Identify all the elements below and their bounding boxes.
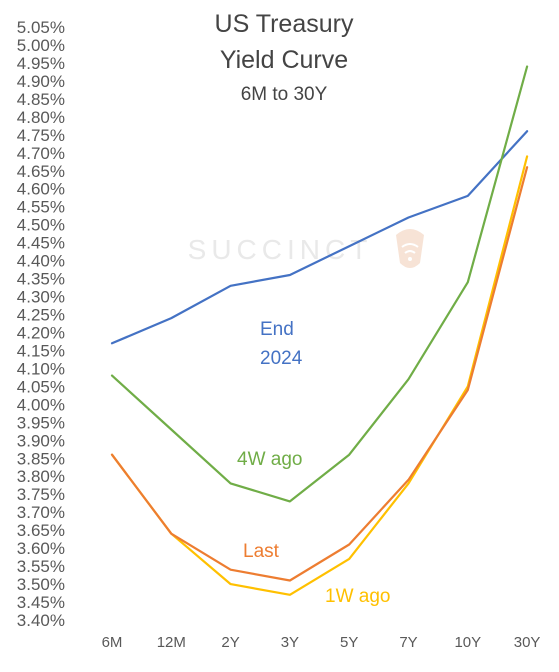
y-tick-label: 3.40%	[17, 611, 65, 630]
x-tick-label: 6M	[102, 634, 123, 651]
y-tick-label: 4.95%	[17, 54, 65, 73]
series-label-last: Last	[243, 541, 280, 562]
y-tick-label: 4.70%	[17, 144, 65, 163]
y-tick-label: 4.35%	[17, 270, 65, 289]
y-tick-label: 4.80%	[17, 108, 65, 127]
watermark-text: SUCCINCT	[188, 234, 373, 265]
series-label-1w-ago: 1W ago	[325, 586, 390, 607]
x-tick-label: 3Y	[281, 634, 299, 651]
y-tick-label: 4.10%	[17, 359, 65, 378]
y-tick-label: 4.65%	[17, 162, 65, 181]
y-tick-label: 3.80%	[17, 467, 65, 486]
chart-title-group: US Treasury Yield Curve 6M to 30Y	[215, 10, 354, 105]
y-axis: 3.40%3.45%3.50%3.55%3.60%3.65%3.70%3.75%…	[17, 18, 65, 630]
y-tick-label: 5.05%	[17, 18, 65, 37]
chart-subtitle: 6M to 30Y	[241, 84, 328, 105]
y-tick-label: 3.75%	[17, 485, 65, 504]
y-tick-label: 5.00%	[17, 36, 65, 55]
y-tick-label: 4.25%	[17, 306, 65, 325]
y-tick-label: 4.60%	[17, 180, 65, 199]
y-tick-label: 4.00%	[17, 395, 65, 414]
series-line-1w-ago	[110, 155, 529, 596]
y-tick-label: 3.95%	[17, 413, 65, 432]
y-tick-label: 4.15%	[17, 342, 65, 361]
y-tick-label: 3.65%	[17, 521, 65, 540]
y-tick-label: 4.55%	[17, 198, 65, 217]
watermark: SUCCINCT	[188, 229, 424, 268]
x-tick-label: 10Y	[454, 634, 481, 651]
series-line-last	[110, 166, 529, 582]
x-tick-label: 7Y	[399, 634, 417, 651]
y-tick-label: 4.20%	[17, 324, 65, 343]
chart-title-line-2: Yield Curve	[220, 46, 348, 74]
y-tick-label: 3.55%	[17, 557, 65, 576]
series-label-4w-ago: 4W ago	[237, 449, 302, 470]
y-tick-label: 4.75%	[17, 126, 65, 145]
y-tick-label: 4.05%	[17, 377, 65, 396]
series-line-4w-ago	[110, 65, 529, 503]
series-label-end-2024: End	[260, 319, 294, 340]
chart-title-line-1: US Treasury	[215, 10, 354, 38]
y-tick-label: 3.90%	[17, 431, 65, 450]
x-tick-label: 12M	[157, 634, 186, 651]
series-label-end-2024: 2024	[260, 348, 303, 369]
y-tick-label: 4.40%	[17, 252, 65, 271]
series-line-end-2024	[110, 130, 529, 345]
y-tick-label: 4.85%	[17, 90, 65, 109]
y-tick-label: 3.50%	[17, 575, 65, 594]
y-tick-label: 4.45%	[17, 234, 65, 253]
y-tick-label: 4.30%	[17, 288, 65, 307]
y-tick-label: 3.70%	[17, 503, 65, 522]
x-axis: 6M 12M 2Y 3Y 5Y 7Y 10Y 30Y	[102, 634, 541, 651]
y-tick-label: 3.60%	[17, 539, 65, 558]
y-tick-label: 4.90%	[17, 72, 65, 91]
y-tick-label: 4.50%	[17, 216, 65, 235]
x-tick-label: 30Y	[514, 634, 541, 651]
y-tick-label: 3.45%	[17, 593, 65, 612]
watermark-logo-icon	[396, 229, 424, 268]
series-label-layer: End 2024 4W ago Last 1W ago	[237, 319, 390, 607]
x-tick-label: 5Y	[340, 634, 358, 651]
series-layer	[110, 65, 529, 596]
x-tick-label: 2Y	[221, 634, 239, 651]
y-tick-label: 3.85%	[17, 449, 65, 468]
